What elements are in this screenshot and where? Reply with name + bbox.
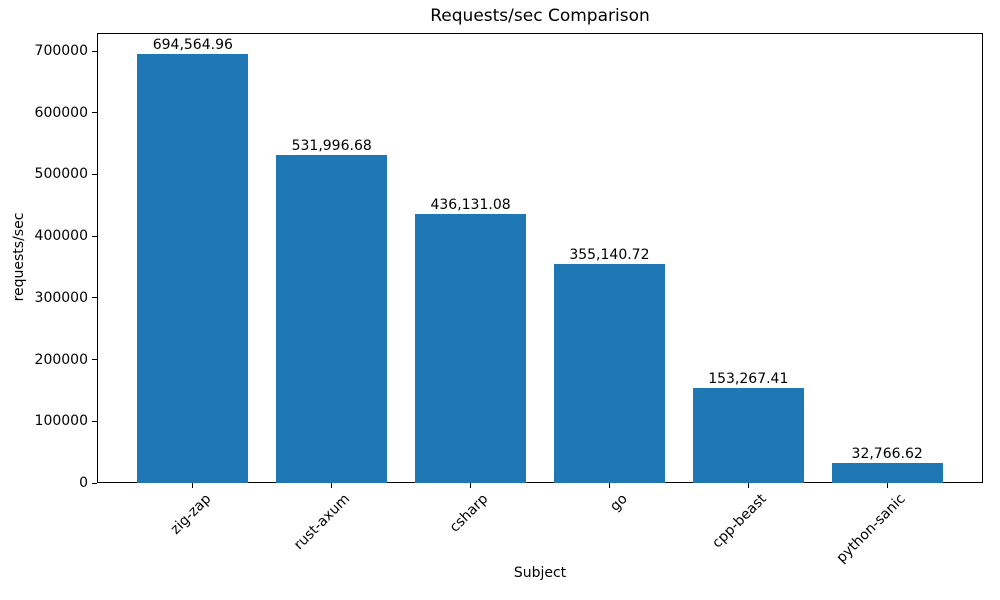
x-tick-mark (470, 483, 472, 488)
y-tick-label: 400000 (34, 228, 88, 245)
y-tick-mark (92, 50, 97, 52)
y-tick-mark (92, 359, 97, 361)
bar (553, 263, 665, 483)
y-tick-mark (92, 112, 97, 114)
y-tick-mark (92, 420, 97, 422)
x-axis-label: Subject (513, 565, 567, 581)
x-tick-label: rust-axum (290, 491, 354, 554)
y-tick-mark (92, 235, 97, 237)
x-tick-mark (747, 483, 749, 488)
x-tick-label: zig-zap (167, 491, 215, 538)
x-tick-label: csharp (447, 491, 492, 536)
bar (692, 388, 804, 483)
y-tick-mark (92, 173, 97, 175)
bar (415, 213, 527, 483)
y-tick-label: 300000 (34, 289, 88, 306)
bar (276, 154, 388, 483)
x-tick-label: python-sanic (833, 491, 909, 567)
bar-value-label: 531,996.68 (291, 137, 372, 154)
y-tick-mark (92, 482, 97, 484)
bar-value-label: 436,131.08 (430, 196, 511, 213)
bar-value-label: 153,267.41 (708, 371, 789, 388)
bar-value-label: 694,564.96 (152, 37, 233, 54)
x-tick-label: cpp-beast (709, 491, 770, 552)
x-tick-mark (331, 483, 333, 488)
bar-value-label: 355,140.72 (569, 246, 650, 263)
y-tick-label: 100000 (34, 413, 88, 430)
bar (831, 462, 943, 483)
y-axis-label: requests/sec (11, 212, 27, 302)
chart-title: Requests/sec Comparison (430, 6, 650, 26)
bar-value-label: 32,766.62 (851, 445, 923, 462)
y-tick-label: 500000 (34, 166, 88, 183)
x-tick-mark (608, 483, 610, 488)
bar (137, 54, 249, 483)
x-tick-mark (192, 483, 194, 488)
y-tick-label: 700000 (34, 43, 88, 60)
x-tick-label: go (607, 491, 631, 515)
y-tick-mark (92, 297, 97, 299)
x-tick-mark (886, 483, 888, 488)
y-tick-label: 0 (79, 475, 88, 491)
y-tick-label: 200000 (34, 351, 88, 368)
y-tick-label: 600000 (34, 104, 88, 121)
